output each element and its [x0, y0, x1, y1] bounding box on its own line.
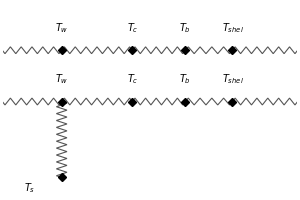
Text: $T_{b}$: $T_{b}$: [179, 73, 191, 86]
Text: $T_{shel}$: $T_{shel}$: [221, 73, 243, 86]
Text: $T_{w}$: $T_{w}$: [55, 73, 68, 86]
Text: $T_s$: $T_s$: [24, 181, 35, 195]
Text: $T_{c}$: $T_{c}$: [127, 73, 138, 86]
Text: $T_{c}$: $T_{c}$: [127, 21, 138, 35]
Text: $T_{b}$: $T_{b}$: [179, 21, 191, 35]
Text: $T_{w}$: $T_{w}$: [55, 21, 68, 35]
Text: $T_{shel}$: $T_{shel}$: [221, 21, 243, 35]
